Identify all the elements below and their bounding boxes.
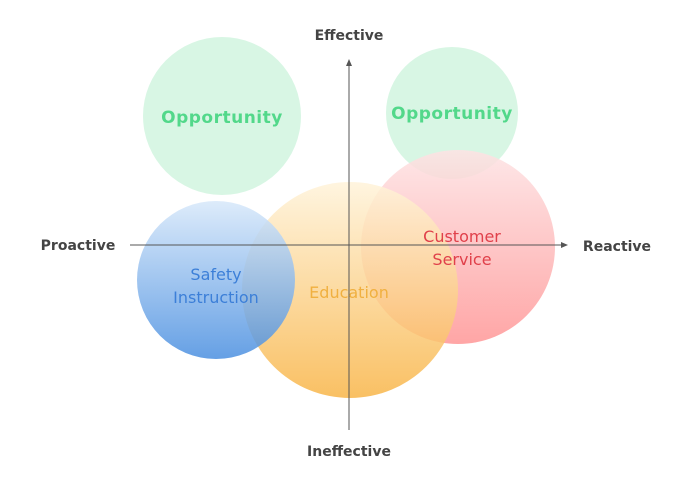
education-label: Education — [309, 283, 389, 302]
opportunity-right-bubble — [386, 47, 518, 179]
safety-instruction-label-line1: Safety — [190, 265, 241, 284]
opportunity-left-bubble — [143, 37, 301, 195]
opportunity-right-label: Opportunity — [391, 104, 513, 124]
axis-label-left: Proactive — [41, 238, 116, 254]
axis-label-right: Reactive — [583, 239, 651, 255]
customer-service-label-line1: Customer — [423, 227, 501, 246]
customer-service-label-line2: Service — [432, 250, 491, 269]
axis-label-bottom: Ineffective — [307, 444, 391, 460]
opportunity-left-label: Opportunity — [161, 108, 283, 128]
safety-instruction-bubble — [137, 201, 295, 359]
education-bubble — [242, 182, 458, 398]
axis-label-top: Effective — [315, 28, 384, 44]
safety-instruction-label-line2: Instruction — [173, 288, 259, 307]
